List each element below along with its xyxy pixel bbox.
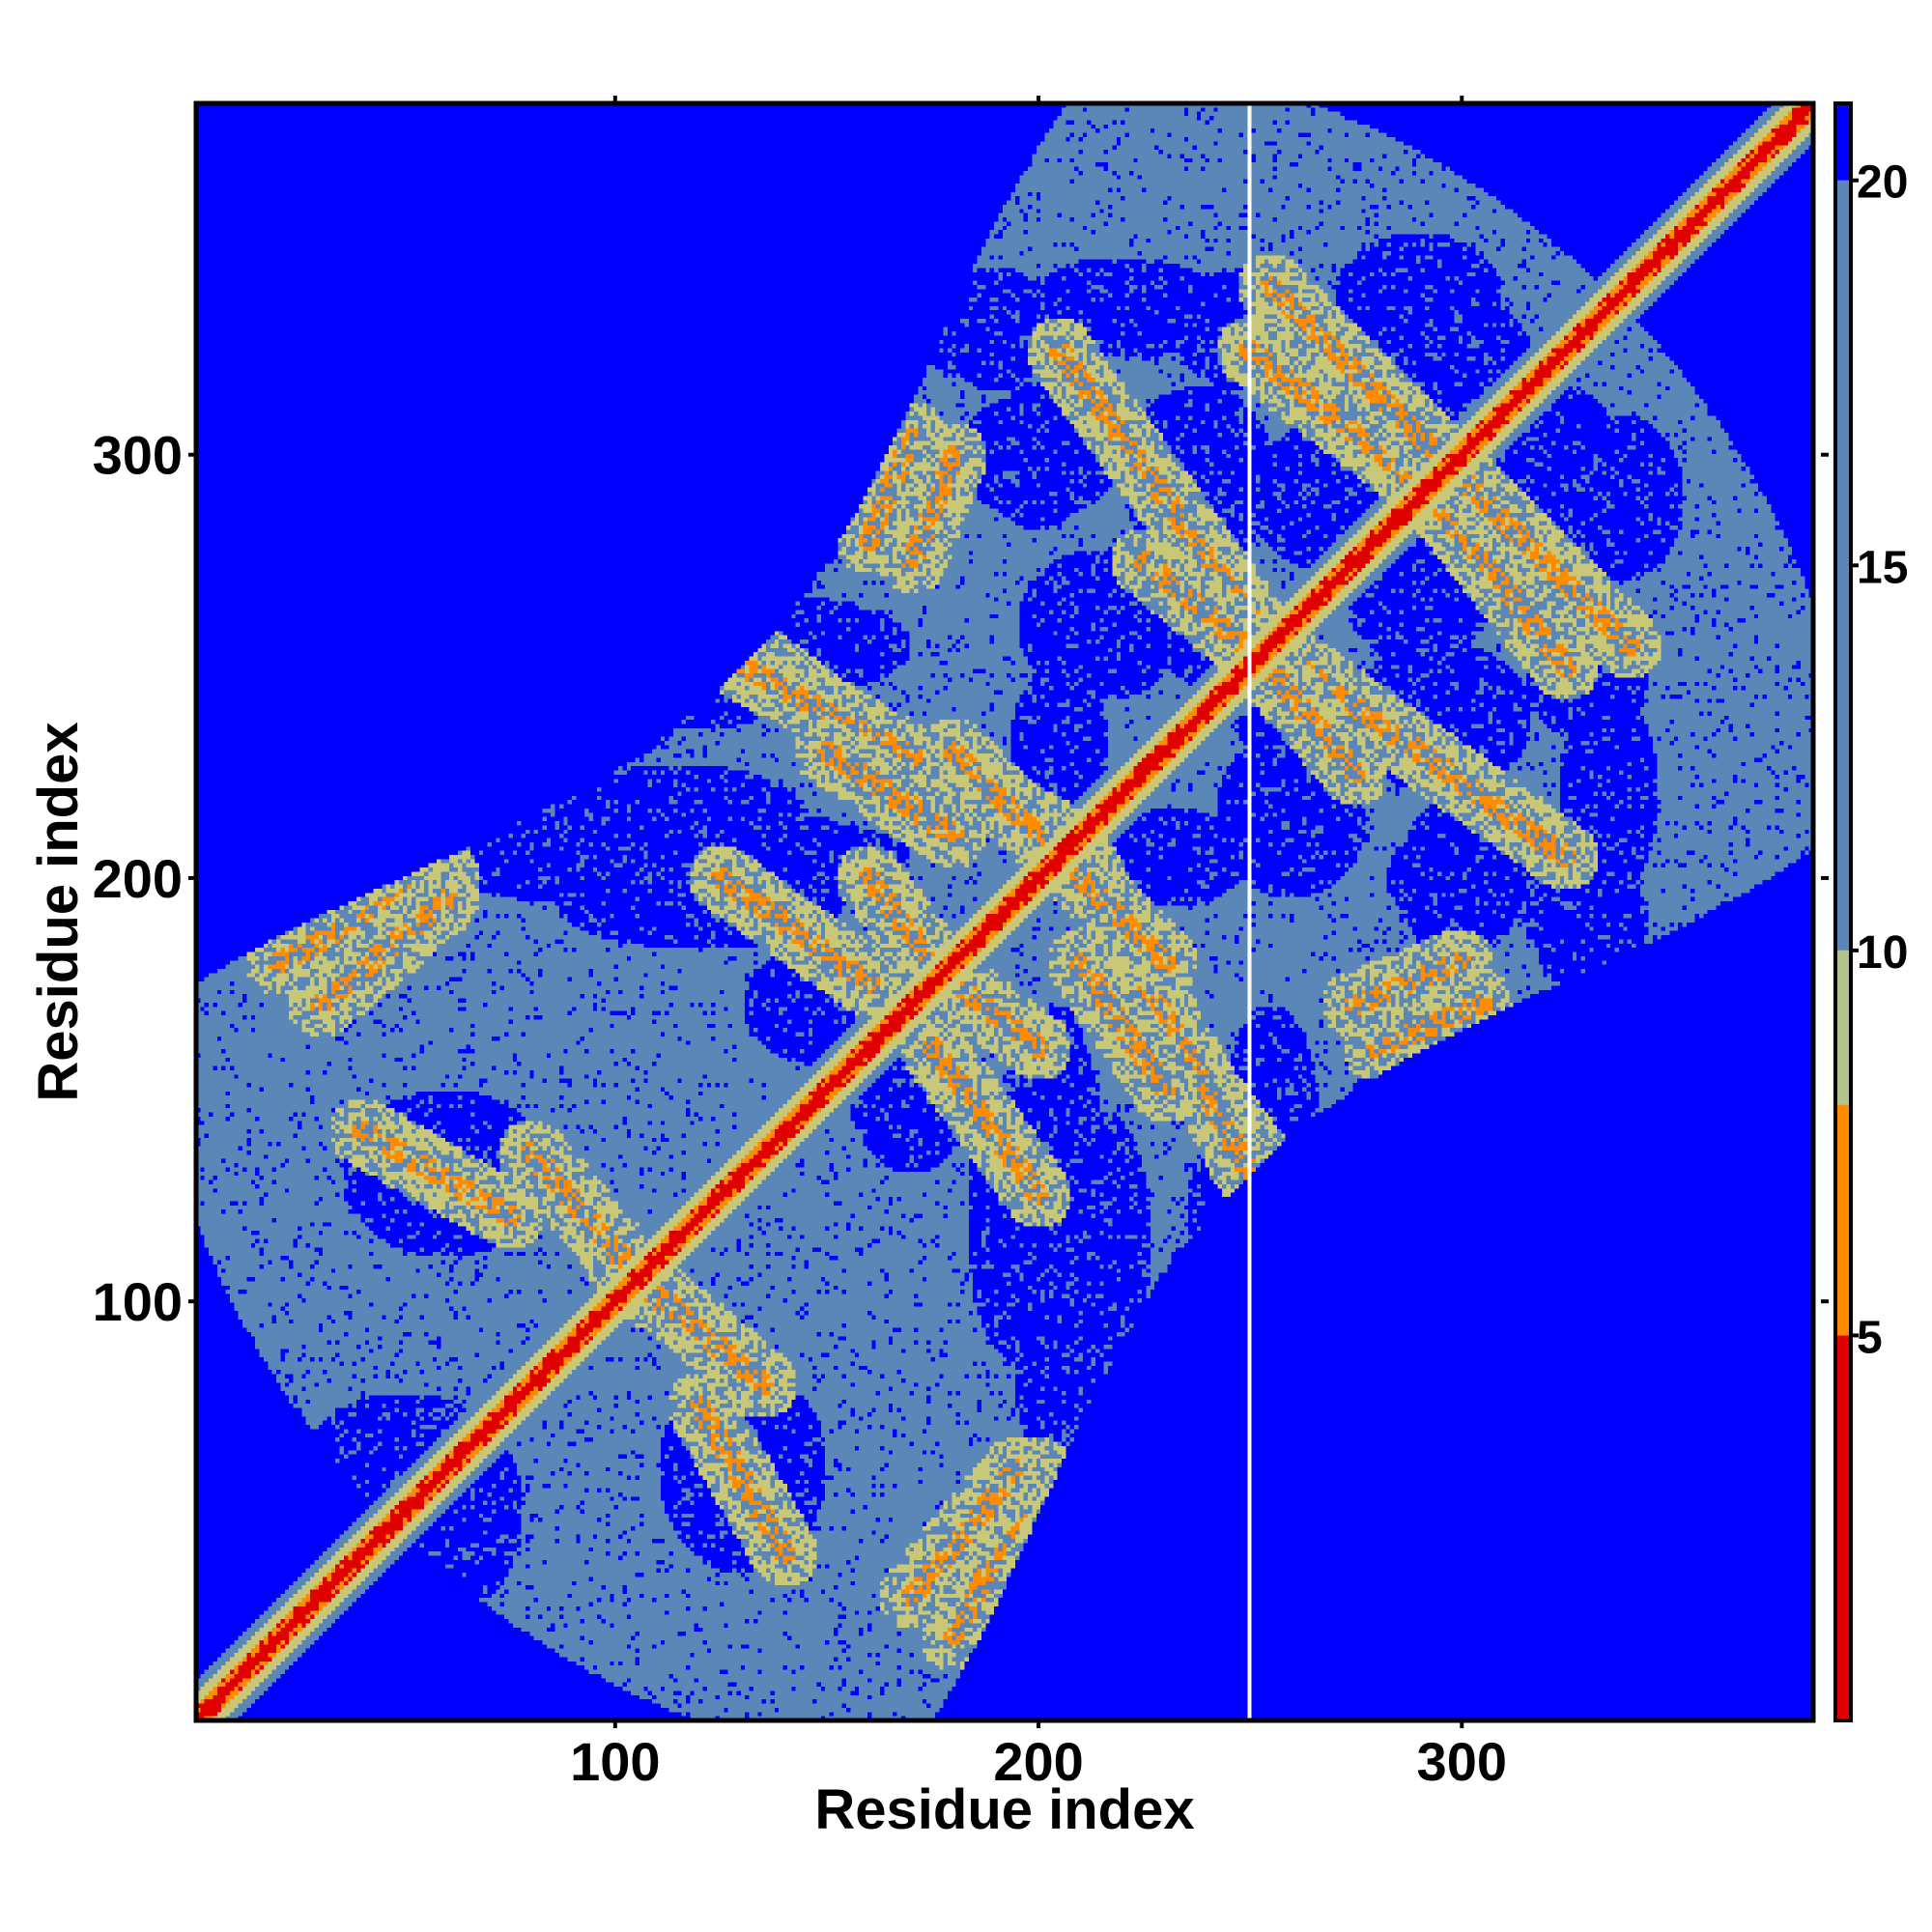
heatmap-cells [196, 103, 1813, 1720]
x-tick-label: 300 [1417, 1731, 1507, 1792]
x-tick-label: 100 [570, 1731, 660, 1792]
y-axis-title: Residue index [27, 722, 90, 1101]
colorbar-tick-label: 15 [1857, 542, 1908, 593]
colorbar: 5 10 15 20 [1833, 101, 1908, 1722]
colorbar-band [1835, 180, 1851, 951]
colorbar-tick-label: 20 [1857, 157, 1908, 209]
axes: 100 200 300 100 200 300 Residue index Residue i… [27, 96, 1829, 1841]
heatmap [196, 103, 1813, 1720]
y-tick-label: 200 [93, 848, 183, 909]
colorbar-tick-label: 5 [1857, 1312, 1883, 1363]
x-axis-title: Residue index [814, 1778, 1194, 1841]
y-tick-label: 100 [93, 1271, 183, 1332]
x-tick-label: 200 [993, 1731, 1083, 1792]
y-tick-label: 300 [93, 425, 183, 486]
colorbar-frame [1833, 101, 1853, 1722]
colorbar-band [1835, 103, 1851, 181]
plot-frame [193, 100, 1816, 1723]
colorbar-tick-label: 10 [1857, 927, 1908, 979]
colorbar-band [1835, 1104, 1851, 1336]
colorbar-band [1835, 950, 1851, 1105]
colorbar-band [1835, 1335, 1851, 1720]
